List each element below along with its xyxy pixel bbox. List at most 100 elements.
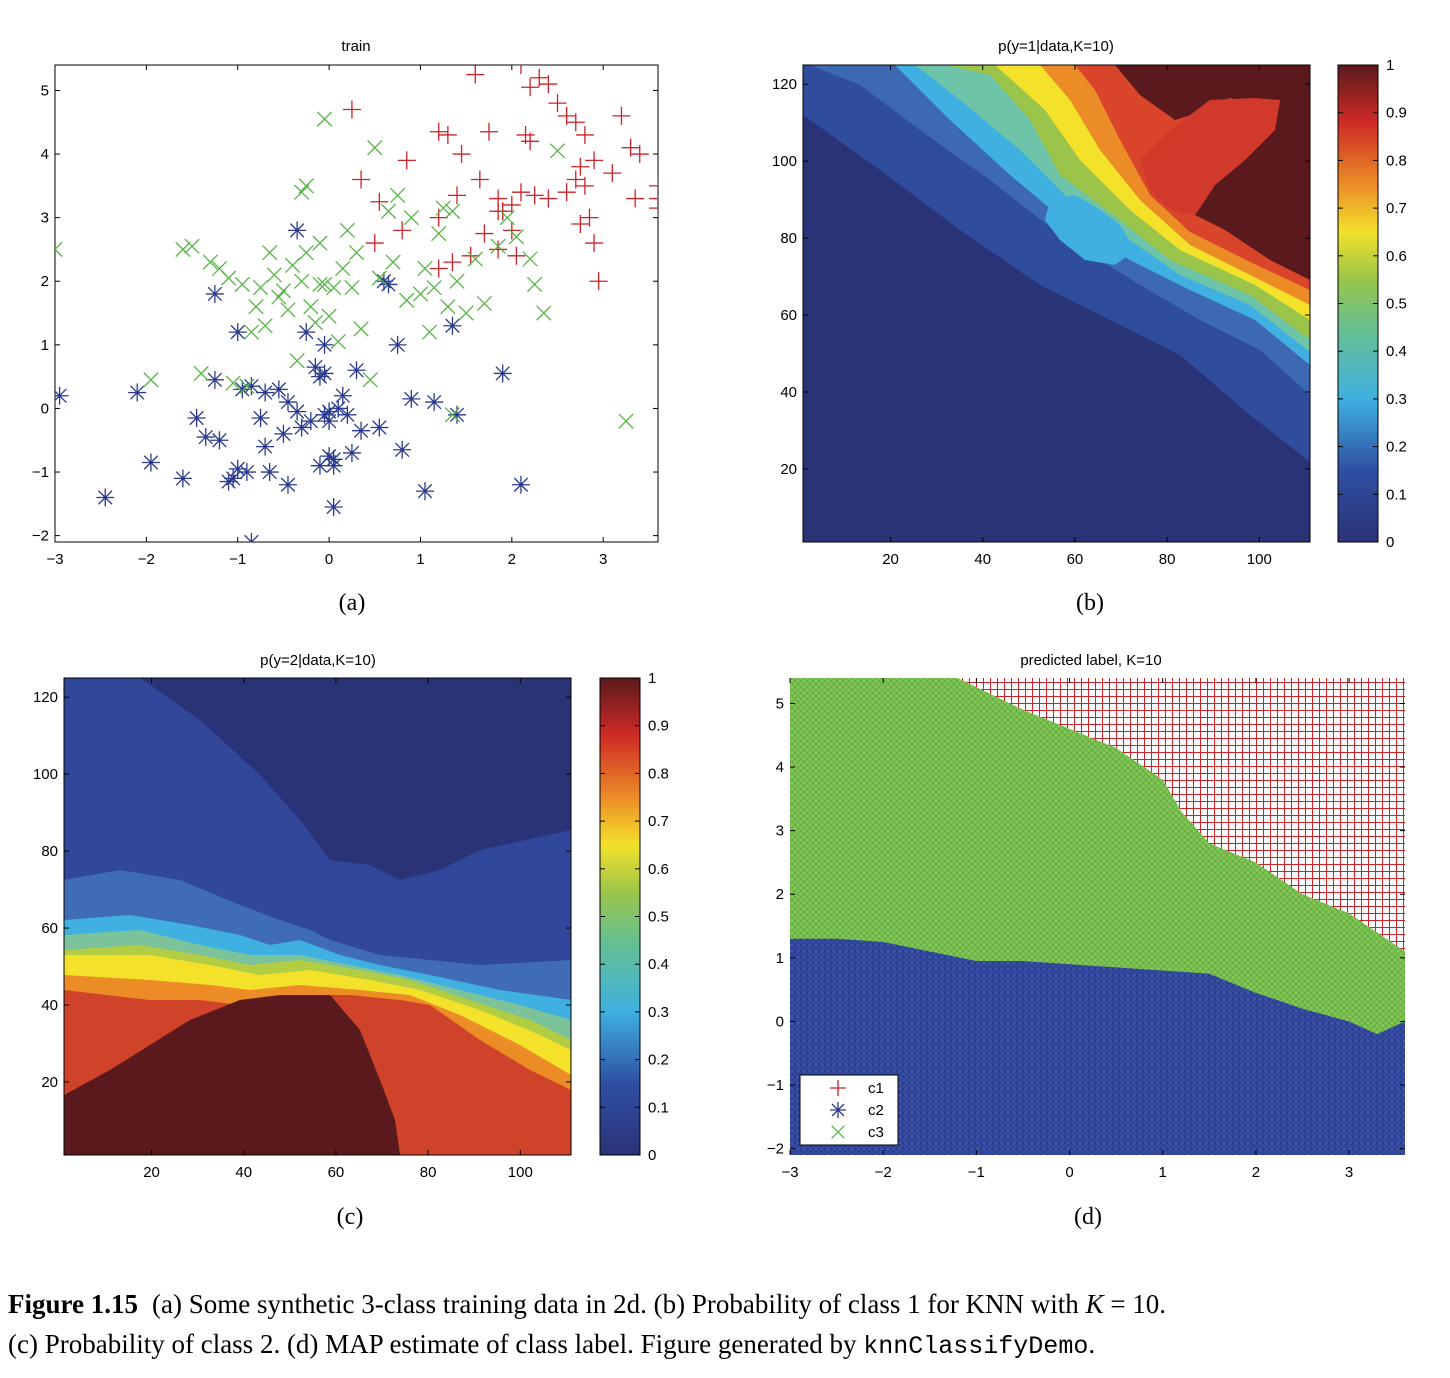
point-c3: [385, 254, 401, 270]
point-c1: [525, 186, 544, 205]
point-c2: [278, 475, 297, 494]
point-c1: [575, 125, 594, 144]
point-c3: [449, 273, 465, 289]
point-c1: [539, 189, 558, 208]
caption-line-1: Figure 1.15 (a) Some synthetic 3-class tr…: [8, 1284, 1448, 1324]
colorbar-tick-label: 0.9: [1386, 105, 1407, 122]
x-axis: −3 −2 −1 0 1 2 3: [781, 678, 1353, 1181]
point-c2: [233, 380, 252, 399]
data-points: [55, 65, 658, 542]
legend: c1 c2 c3: [799, 1074, 899, 1146]
point-c2: [128, 383, 147, 402]
plot-area: [54, 64, 659, 543]
point-c3: [184, 238, 200, 254]
colorbar-tick-label: 0.3: [648, 1004, 669, 1021]
point-c3: [522, 251, 538, 267]
point-c1: [585, 234, 604, 253]
colorbar: 0 0.1 0.2 0.3 0.4 0.5 0.6 0.7 0.8 0.9 1: [1337, 57, 1407, 551]
legend-box: [799, 1074, 899, 1146]
point-c2: [224, 469, 243, 488]
legend-entry-c1: c1: [830, 1080, 884, 1097]
point-c3: [353, 321, 369, 337]
y-tick-label: 0: [41, 400, 49, 417]
decision-regions: [790, 678, 1405, 1155]
x-tick-label: 3: [1345, 1164, 1353, 1181]
point-c2: [338, 405, 357, 424]
x-tick-label: −3: [46, 551, 63, 568]
point-c3: [234, 276, 250, 293]
point-c3: [389, 187, 406, 204]
y-tick-label: 120: [33, 689, 58, 706]
y-tick-label: 60: [780, 307, 797, 324]
point-c2: [288, 402, 307, 421]
chart-title: predicted label, K=10: [1020, 652, 1161, 669]
y-axis: 20 40 60 80 100 120: [33, 689, 571, 1091]
colorbar-gradient: [599, 677, 641, 1156]
y-tick-label: −1: [32, 464, 49, 481]
point-c3: [476, 295, 493, 312]
point-c2: [278, 393, 297, 412]
point-c3: [220, 270, 237, 286]
point-c2: [315, 335, 334, 354]
heatmap-image: [64, 678, 571, 1155]
x-tick-label: 80: [420, 1164, 437, 1181]
point-c2: [288, 221, 307, 240]
point-c1: [452, 145, 471, 164]
caption-text-3: (c) Probability of class 2. (d) MAP esti…: [8, 1329, 864, 1359]
point-c3: [403, 209, 419, 226]
point-c3: [248, 299, 264, 315]
point-c3: [371, 270, 388, 286]
point-c2: [379, 275, 398, 294]
point-c1: [370, 192, 389, 211]
x-tick-label: 0: [1065, 1164, 1073, 1181]
region-0.9-1: [64, 995, 400, 1155]
point-c3: [252, 279, 269, 296]
y-tick-label: −1: [767, 1077, 784, 1094]
point-c3: [330, 334, 346, 350]
point-c3: [549, 143, 566, 159]
point-c2: [320, 447, 339, 466]
train-scatter-panel: train −3 −2 −1 0 1 2 3 −2 −1 0 1 2 3 4 5 (a): [32, 38, 659, 616]
point-c3: [444, 203, 461, 219]
point-c3: [266, 267, 282, 283]
point-c1: [429, 122, 448, 141]
point-c1: [429, 259, 448, 278]
point-c2: [205, 370, 224, 389]
point-c3: [55, 241, 63, 258]
point-c2: [237, 463, 256, 482]
legend-label: c2: [868, 1102, 884, 1119]
point-c2: [242, 533, 261, 542]
figure-number: Figure 1.15: [8, 1289, 138, 1319]
caption-text-2: = 10.: [1103, 1289, 1167, 1319]
point-c1: [479, 122, 498, 141]
caption-code: knnClassifyDemo: [863, 1332, 1089, 1361]
point-c1: [649, 176, 658, 195]
point-c1: [585, 151, 604, 170]
point-c1: [571, 157, 590, 176]
y-tick-label: 1: [776, 950, 784, 967]
point-c1: [612, 106, 631, 125]
point-c2: [269, 380, 288, 399]
caption-text-1: (a) Some synthetic 3-class training data…: [152, 1289, 1086, 1319]
point-c1: [466, 65, 485, 84]
colorbar-tick-label: 0.6: [1386, 248, 1407, 265]
point-c3: [143, 372, 159, 388]
colorbar-tick-label: 0.1: [1386, 486, 1407, 503]
y-tick-label: 4: [41, 146, 49, 163]
point-c2: [210, 431, 229, 450]
point-c1: [557, 183, 576, 202]
point-c2: [315, 405, 334, 424]
colorbar-tick-label: 0.7: [648, 813, 669, 830]
point-c3: [316, 111, 333, 127]
colorbar-tick-label: 0: [1386, 534, 1394, 551]
point-c3: [426, 279, 442, 296]
point-c1: [571, 215, 590, 233]
y-tick-label: 5: [41, 82, 49, 99]
point-c3: [262, 244, 278, 261]
x-tick-label: 1: [416, 551, 424, 568]
panel-label-a: (a): [339, 590, 366, 616]
x-tick-label: 20: [143, 1164, 160, 1181]
point-c2: [196, 428, 215, 447]
colorbar-tick-label: 0.5: [648, 909, 669, 926]
point-c2: [448, 405, 466, 424]
